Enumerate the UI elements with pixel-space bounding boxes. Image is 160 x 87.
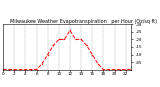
Text: Milwaukee Weather Evapotranspiration   per Hour (Oz/sq ft)   (24 Hours): Milwaukee Weather Evapotranspiration per… [10,19,160,24]
